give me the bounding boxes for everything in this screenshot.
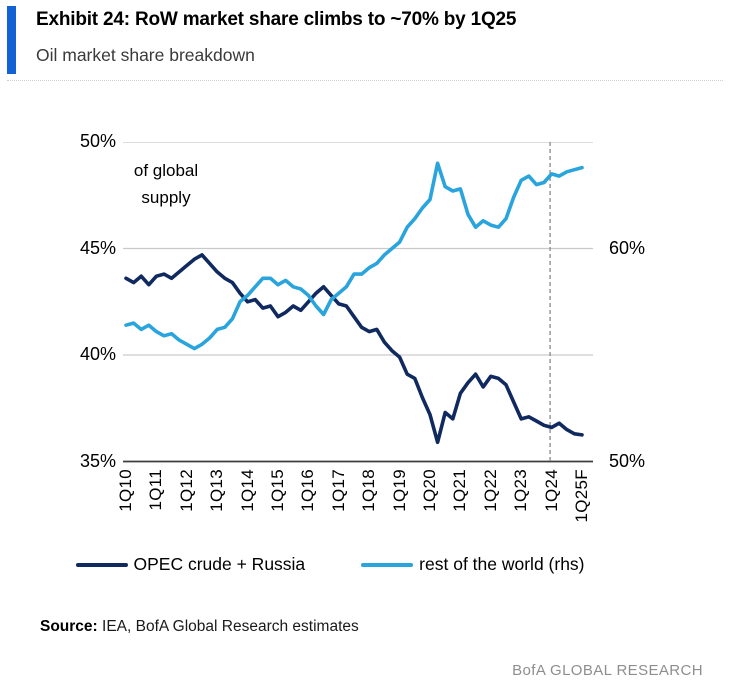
y-axis-tick-label-left: 35% bbox=[79, 450, 116, 471]
x-axis-tick-label: 1Q13 bbox=[207, 469, 227, 512]
exhibit-subtitle: Oil market share breakdown bbox=[36, 45, 255, 65]
y-axis-tick-label-left: 50% bbox=[79, 131, 116, 151]
exhibit-accent-bar bbox=[7, 6, 16, 74]
x-axis-tick-label: 1Q10 bbox=[116, 469, 135, 512]
y-axis-tick-label-right: 50% bbox=[609, 450, 646, 471]
x-axis-tick-label: 1Q22 bbox=[480, 469, 500, 512]
plot-annotation-line1: of global bbox=[133, 161, 199, 180]
legend-label: OPEC crude + Russia bbox=[133, 554, 306, 574]
y-axis-tick-label-right: 60% bbox=[609, 237, 646, 258]
source-line: Source: IEA, BofA Global Research estima… bbox=[40, 618, 359, 636]
legend-label: rest of the world (rhs) bbox=[419, 554, 585, 574]
y-axis-tick-label-left: 45% bbox=[79, 237, 116, 258]
plot-annotation: of global supply bbox=[116, 157, 216, 211]
series-line-opec-crude-russia bbox=[124, 253, 584, 445]
x-axis-tick-label: 1Q25F bbox=[572, 469, 591, 523]
x-axis-tick-label: 1Q23 bbox=[511, 469, 531, 512]
x-axis-tick-label: 1Q19 bbox=[389, 469, 409, 512]
legend-item: OPEC crude + Russia bbox=[75, 554, 306, 575]
exhibit-title: Exhibit 24: RoW market share climbs to ~… bbox=[36, 9, 517, 30]
x-axis-tick-label: 1Q17 bbox=[328, 469, 348, 512]
legend-line-swatch bbox=[361, 562, 414, 567]
x-axis-tick-label: 1Q21 bbox=[450, 469, 470, 512]
series-line-rest-of-the-world-rhs- bbox=[124, 161, 584, 351]
x-axis-tick-label: 1Q15 bbox=[268, 469, 287, 512]
y-axis-tick-label-left: 40% bbox=[79, 344, 116, 364]
x-axis-tick-label: 1Q16 bbox=[298, 469, 318, 512]
plot-annotation-line2: supply bbox=[141, 188, 191, 207]
plot-svg bbox=[120, 141, 601, 463]
x-axis: 1Q10 1Q11 1Q12 1Q13 1Q14 1Q15 1Q16 1Q17 1Q18 1Q19… bbox=[0, 469, 730, 549]
x-axis-tick-label: 1Q24 bbox=[541, 469, 561, 512]
source-label: Source: bbox=[40, 618, 98, 635]
x-axis-tick-label: 1Q18 bbox=[359, 469, 379, 512]
x-axis-tick-label: 1Q14 bbox=[237, 469, 257, 512]
x-axis-tick-label: 1Q12 bbox=[176, 469, 196, 512]
brand-footer: BofA GLOBAL RESEARCH bbox=[512, 662, 703, 679]
source-text: IEA, BofA Global Research estimates bbox=[97, 618, 359, 635]
chart-legend: OPEC crude + Russia rest of the world (rh… bbox=[0, 554, 660, 575]
legend-line-swatch bbox=[75, 562, 128, 567]
legend-item: rest of the world (rhs) bbox=[361, 554, 585, 575]
x-axis-tick-label: 1Q11 bbox=[146, 469, 166, 511]
x-axis-tick-label: 1Q20 bbox=[420, 469, 439, 512]
plot-area bbox=[120, 141, 601, 469]
header-divider bbox=[7, 80, 723, 81]
